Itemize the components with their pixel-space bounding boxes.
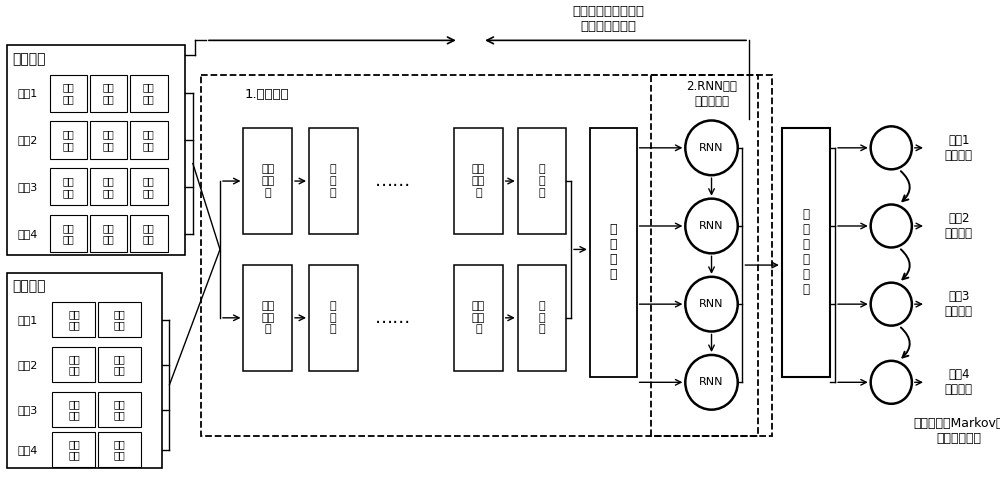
Bar <box>7 45 185 255</box>
Text: 片段2
评估结果: 片段2 评估结果 <box>945 212 973 240</box>
Text: 二维
卷积
积: 二维 卷积 积 <box>472 165 485 198</box>
Bar <box>243 128 292 234</box>
Text: 时频
脑电: 时频 脑电 <box>103 83 114 104</box>
Text: 时域
眼电: 时域 眼电 <box>68 354 80 375</box>
Bar <box>90 215 127 252</box>
Bar <box>454 265 503 371</box>
Text: RNN: RNN <box>699 221 724 231</box>
Bar <box>518 265 566 371</box>
Text: 评估阶段: 评估阶段 <box>12 279 46 294</box>
Bar <box>590 128 637 377</box>
Bar <box>201 74 758 436</box>
Bar <box>90 168 127 205</box>
Text: ……: …… <box>375 309 411 327</box>
Bar <box>130 121 168 158</box>
Text: 时域
眼电: 时域 眼电 <box>62 223 74 245</box>
Bar <box>98 347 141 382</box>
Text: 片段1: 片段1 <box>18 315 38 325</box>
Text: 2.RNN嵌入
时序关联性: 2.RNN嵌入 时序关联性 <box>686 80 737 108</box>
Bar <box>130 215 168 252</box>
Bar <box>518 128 566 234</box>
Text: 时域
眼电: 时域 眼电 <box>62 129 74 151</box>
Text: 一维
卷积
积: 一维 卷积 积 <box>472 301 485 335</box>
Bar <box>130 168 168 205</box>
Bar <box>130 74 168 112</box>
Text: 模
型
预
测
概
率: 模 型 预 测 概 率 <box>803 208 810 296</box>
Text: 时域
眼电: 时域 眼电 <box>62 176 74 198</box>
Text: 特
征
序
列: 特 征 序 列 <box>609 223 617 281</box>
Text: RNN: RNN <box>699 143 724 153</box>
Circle shape <box>871 361 912 404</box>
Circle shape <box>871 204 912 248</box>
Text: ……: …… <box>375 172 411 190</box>
Text: 1.提取特征: 1.提取特征 <box>245 88 289 101</box>
Text: 片段4: 片段4 <box>18 444 38 455</box>
Text: 二维
卷积
积: 二维 卷积 积 <box>261 165 274 198</box>
Text: 时域
眼电: 时域 眼电 <box>68 309 80 331</box>
Bar <box>52 392 95 427</box>
Bar <box>309 265 358 371</box>
Text: 时频
脑电: 时频 脑电 <box>114 439 126 460</box>
Bar <box>782 128 830 377</box>
Circle shape <box>685 355 738 409</box>
Text: 片段1
评估结果: 片段1 评估结果 <box>945 134 973 162</box>
Bar <box>243 265 292 371</box>
Text: 片段3
评估结果: 片段3 评估结果 <box>945 290 973 318</box>
Circle shape <box>871 283 912 325</box>
Bar <box>7 273 162 468</box>
Bar <box>651 74 772 436</box>
Text: 时频
脑电: 时频 脑电 <box>103 223 114 245</box>
Text: 片段1: 片段1 <box>18 88 38 98</box>
Bar <box>90 74 127 112</box>
Text: RNN: RNN <box>699 299 724 309</box>
Bar <box>90 121 127 158</box>
Text: 片段3: 片段3 <box>18 405 38 415</box>
Bar <box>50 74 87 112</box>
Text: 池
化
层: 池 化 层 <box>539 165 545 198</box>
Text: 片段3: 片段3 <box>18 182 38 192</box>
Text: 池
化
层: 池 化 层 <box>330 165 337 198</box>
Text: 池
化
层: 池 化 层 <box>330 301 337 335</box>
Text: 池
化
层: 池 化 层 <box>539 301 545 335</box>
Text: 训练阶段: 训练阶段 <box>12 52 46 66</box>
Text: RNN: RNN <box>699 377 724 387</box>
Text: 时频
脑电: 时频 脑电 <box>114 354 126 375</box>
Text: 片段4
评估结果: 片段4 评估结果 <box>945 368 973 396</box>
Text: 睡眠
阶段: 睡眠 阶段 <box>143 176 155 198</box>
Text: 睡眠
阶段: 睡眠 阶段 <box>143 83 155 104</box>
Text: 片段2: 片段2 <box>18 135 38 145</box>
Text: 时频
脑电: 时频 脑电 <box>114 309 126 331</box>
Text: 睡眠
阶段: 睡眠 阶段 <box>143 223 155 245</box>
Bar <box>98 392 141 427</box>
Text: 时频
脑电: 时频 脑电 <box>103 129 114 151</box>
Bar <box>454 128 503 234</box>
Bar <box>50 168 87 205</box>
Bar <box>52 347 95 382</box>
Text: 一维
卷积
积: 一维 卷积 积 <box>261 301 274 335</box>
Circle shape <box>685 277 738 332</box>
Text: 时域
眼电: 时域 眼电 <box>62 83 74 104</box>
Bar <box>52 302 95 337</box>
Bar <box>50 121 87 158</box>
Text: 评估阶段：Markov链
校正预测概率: 评估阶段：Markov链 校正预测概率 <box>913 417 1000 445</box>
Text: 睡眠
阶段: 睡眠 阶段 <box>143 129 155 151</box>
Text: 片段4: 片段4 <box>18 229 38 239</box>
Text: 时域
眼电: 时域 眼电 <box>68 399 80 420</box>
Text: 时频
脑电: 时频 脑电 <box>103 176 114 198</box>
Bar <box>50 215 87 252</box>
Text: 训练阶段：计算损失
函数，反向传播: 训练阶段：计算损失 函数，反向传播 <box>573 4 645 33</box>
Text: 时域
眼电: 时域 眼电 <box>68 439 80 460</box>
Bar <box>98 302 141 337</box>
Bar <box>98 432 141 468</box>
Circle shape <box>685 199 738 253</box>
Text: 时频
脑电: 时频 脑电 <box>114 399 126 420</box>
Bar <box>52 432 95 468</box>
Bar <box>309 128 358 234</box>
Circle shape <box>871 126 912 169</box>
Text: 片段2: 片段2 <box>18 360 38 370</box>
Circle shape <box>685 120 738 175</box>
